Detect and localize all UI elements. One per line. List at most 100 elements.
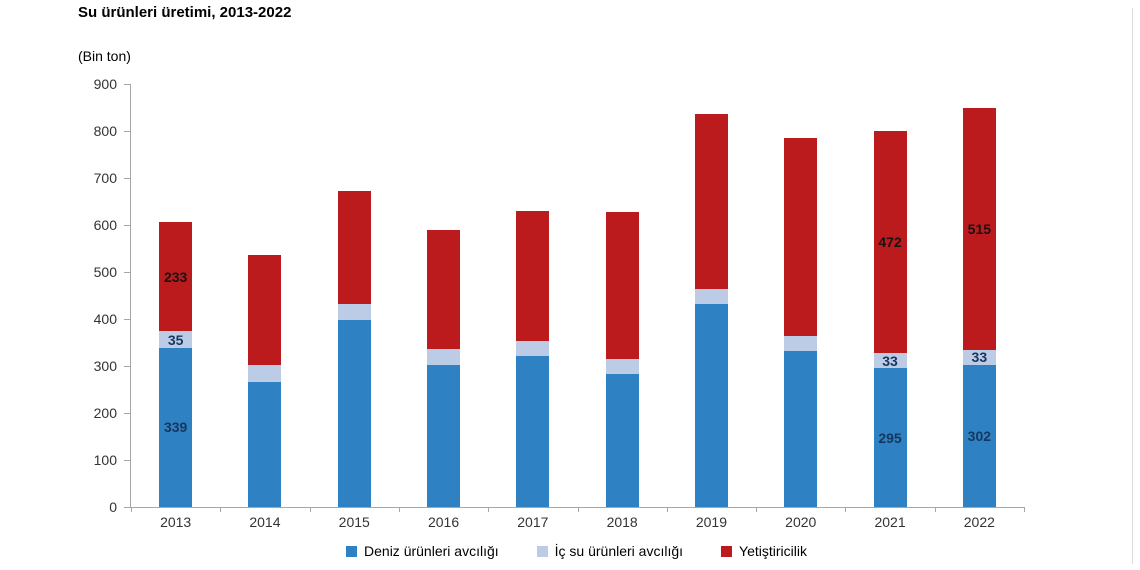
bar-segment: [248, 254, 282, 366]
bar-group-2019: [694, 113, 728, 507]
y-axis-tick-label: 200: [93, 405, 117, 421]
y-axis-tick: [124, 130, 130, 132]
y-axis-tick-label: 100: [93, 452, 117, 468]
bar-segment: [784, 335, 818, 352]
bar-segment: 233: [159, 221, 193, 332]
y-axis-tick-label: 900: [93, 76, 117, 92]
bar-segment: [605, 359, 639, 374]
bar-segment-label: 302: [967, 428, 992, 445]
x-axis-category-label: 2020: [785, 514, 817, 530]
bar-segment: [427, 349, 461, 366]
bar-group-2018: [605, 211, 639, 507]
bar-segment: [248, 382, 282, 507]
bar-segment-label: 515: [967, 220, 992, 237]
bar-group-2013: 339 35 233: [159, 221, 193, 507]
plot-area: 0 100 200 300 400 500 600 700 800 900 339 35 233 2013…: [94, 76, 1025, 530]
bar-group-2015: [337, 191, 371, 507]
bar-group-2021: 295 33 472: [873, 131, 907, 507]
x-axis-tick: [845, 507, 847, 512]
bar-segment: [516, 355, 550, 507]
bar-segment-label: 339: [163, 419, 188, 436]
x-axis-category-label: 2018: [606, 514, 638, 530]
x-axis-tick: [131, 507, 132, 512]
bar-segment: 339: [159, 347, 193, 507]
right-edge-divider: [1132, 8, 1133, 564]
bar-segment: [694, 304, 728, 507]
bar-segment: [248, 365, 282, 382]
y-axis-tick: [124, 506, 130, 508]
x-axis-tick: [934, 507, 936, 512]
x-axis-tick: [398, 507, 400, 512]
y-axis-tick: [124, 365, 130, 367]
bar-group-2017: [516, 210, 550, 507]
y-axis-tick-label: 700: [93, 170, 117, 186]
bar-segment: [694, 289, 728, 304]
x-axis-tick: [1024, 507, 1025, 512]
legend-swatch: [346, 545, 358, 557]
bar-segment-label: 33: [971, 349, 988, 366]
x-axis-tick: [577, 507, 579, 512]
bar-segment: [605, 373, 639, 507]
bar-segment: [516, 210, 550, 341]
bar-group-2020: [784, 138, 818, 507]
bar-segment: [784, 138, 818, 336]
x-axis-tick: [220, 507, 222, 512]
x-axis-tick: [309, 507, 311, 512]
y-axis-tick-label: 800: [93, 123, 117, 139]
bar-segment: [516, 340, 550, 356]
y-axis-tick: [124, 412, 130, 414]
legend-item: Yetiştiricilik: [721, 543, 807, 559]
bar-segment: [337, 303, 371, 320]
legend-item: İç su ürünleri avcılığı: [536, 543, 684, 559]
bar-segment-label: 33: [882, 352, 898, 369]
legend-label: İç su ürünleri avcılığı: [554, 543, 684, 559]
bar-segment: [784, 351, 818, 507]
legend-swatch: [536, 545, 548, 557]
bar-group-2016: [427, 230, 461, 507]
bar-segment: [605, 211, 639, 360]
y-axis-tick: [124, 83, 130, 85]
x-axis-tick: [756, 507, 758, 512]
y-axis-tick-label: 600: [93, 217, 117, 233]
y-axis-tick: [124, 459, 130, 461]
x-axis-category-label: 2017: [517, 514, 549, 530]
y-axis-tick-label: 400: [93, 311, 117, 327]
bar-segment: 33: [962, 349, 996, 366]
legend-label: Deniz ürünleri avcılığı: [364, 543, 499, 559]
bar-segment: [427, 365, 461, 507]
bar-segment: 33: [873, 352, 907, 369]
bar-segment: [337, 319, 371, 507]
bar-segment-label: 295: [878, 429, 902, 446]
bar-group-2014: [248, 254, 282, 507]
bar-segment: 515: [962, 107, 996, 350]
bar-segment-label: 233: [163, 268, 188, 285]
bar-segment: 302: [962, 365, 996, 507]
x-axis-category-label: 2014: [249, 514, 281, 530]
x-axis-category-label: 2015: [338, 514, 370, 530]
bar-segment: [337, 191, 371, 304]
x-axis-category-label: 2013: [160, 514, 192, 530]
y-axis-tick: [124, 318, 130, 320]
x-axis-tick: [488, 507, 490, 512]
legend-label: Yetiştiricilik: [739, 543, 807, 559]
y-axis-tick: [124, 224, 130, 226]
chart-legend: Deniz ürünleri avcılığı İç su ürünleri av…: [130, 543, 1023, 559]
y-axis-tick-label: 0: [109, 499, 117, 515]
bar-group-2022: 302 33 515: [962, 107, 996, 507]
bar-segment: 472: [873, 131, 907, 353]
x-axis-category-label: 2022: [963, 514, 995, 530]
legend-swatch: [721, 545, 733, 557]
bar-segment: 35: [159, 331, 193, 348]
legend-item: Deniz ürünleri avcılığı: [346, 543, 499, 559]
x-axis-tick: [666, 507, 668, 512]
chart-unit-label: (Bin ton): [78, 48, 131, 64]
y-axis-tick: [124, 177, 130, 179]
bar-segment: 295: [873, 368, 907, 507]
bar-segment: [694, 113, 728, 289]
x-axis-category-label: 2021: [874, 514, 906, 530]
x-axis-category-label: 2019: [695, 514, 728, 530]
bar-segment-label: 472: [878, 233, 902, 250]
y-axis-tick: [124, 271, 130, 273]
bar-segment-label: 35: [167, 331, 184, 348]
